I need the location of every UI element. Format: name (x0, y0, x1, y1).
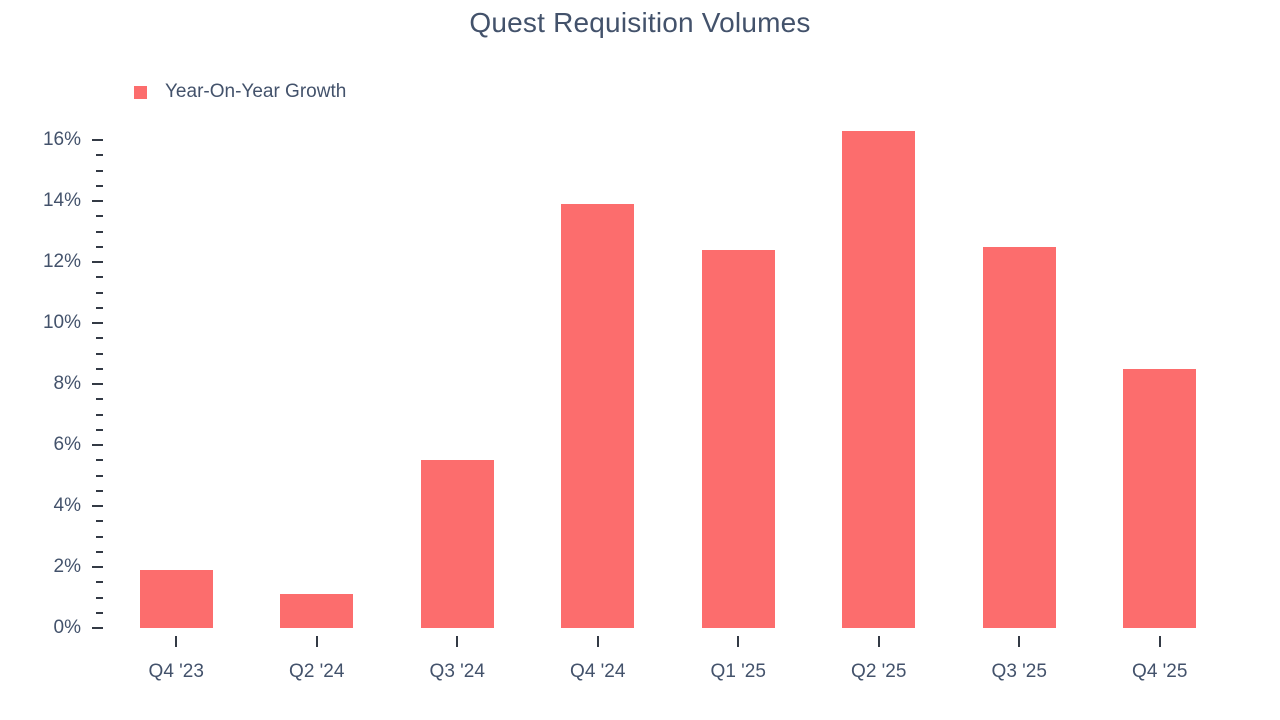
x-axis-label: Q4 '23 (148, 661, 204, 682)
legend-label: Year-On-Year Growth (165, 81, 347, 102)
bar-q4-24 (561, 204, 635, 628)
y-axis-label: 12% (42, 251, 81, 272)
y-axis-minor-tick (96, 337, 103, 340)
y-axis-label: 4% (53, 495, 81, 516)
y-axis-minor-tick (96, 215, 103, 218)
x-axis-tick (1158, 636, 1161, 647)
y-axis-label: 6% (53, 434, 81, 455)
y-axis-minor-tick (96, 581, 103, 584)
y-axis-minor-tick (96, 291, 103, 294)
chart-title: Quest Requisition Volumes (469, 7, 811, 38)
y-axis-major-tick (92, 566, 103, 568)
y-axis-minor-tick (96, 611, 103, 614)
y-axis-minor-tick (96, 459, 103, 462)
y-axis-minor-tick (96, 184, 103, 187)
y-axis-major-tick (92, 627, 103, 629)
y-axis-label: 10% (42, 312, 81, 333)
y-axis-minor-tick (96, 413, 103, 416)
y-axis-minor-tick (96, 398, 103, 401)
y-axis-label: 16% (42, 129, 81, 150)
y-axis-minor-tick (96, 489, 103, 492)
y-axis-minor-tick (96, 367, 103, 370)
x-axis-tick (315, 636, 318, 647)
y-axis-label: 8% (53, 373, 81, 394)
y-axis-major-tick (92, 383, 103, 385)
x-axis-label: Q1 '25 (710, 661, 766, 682)
x-axis-label: Q4 '24 (570, 661, 626, 682)
x-axis-label: Q3 '24 (429, 661, 485, 682)
legend: Year-On-Year Growth (134, 81, 346, 103)
y-axis-major-tick (92, 505, 103, 507)
y-axis-minor-tick (96, 276, 103, 279)
y-axis: 0% 2% 4% 6% 8% 10% 12% 14% 16% (0, 125, 106, 638)
x-axis-label: Q4 '25 (1132, 661, 1188, 682)
bar-q3-24 (420, 460, 494, 628)
y-axis-major-tick (92, 261, 103, 263)
y-axis-label: 14% (42, 190, 81, 211)
x-axis-label: Q2 '25 (851, 661, 907, 682)
bar-q3-25 (982, 246, 1056, 628)
y-axis-minor-tick (96, 306, 103, 309)
x-axis-tick (877, 636, 880, 647)
x-axis-label: Q2 '24 (289, 661, 345, 682)
y-axis-minor-tick (96, 550, 103, 553)
x-axis-tick (737, 636, 740, 647)
y-axis-minor-tick (96, 245, 103, 248)
bar-q1-25 (701, 249, 775, 628)
y-axis-minor-tick (96, 352, 103, 355)
y-axis-minor-tick (96, 230, 103, 233)
y-axis-major-tick (92, 139, 103, 141)
bar-q2-25 (842, 130, 916, 628)
y-axis-major-tick (92, 444, 103, 446)
bar-q4-23 (139, 570, 213, 628)
y-axis-minor-tick (96, 535, 103, 538)
legend-swatch-icon (134, 85, 147, 99)
x-axis-label: Q3 '25 (991, 661, 1047, 682)
y-axis-label: 2% (53, 556, 81, 577)
x-axis: Q4 '23 Q2 '24 Q3 '24 Q4 '24 Q1 '25 Q2 '25 Q3 '… (106, 628, 1230, 698)
y-axis-minor-tick (96, 520, 103, 523)
y-axis-minor-tick (96, 474, 103, 477)
y-axis-minor-tick (96, 596, 103, 599)
y-axis-major-tick (92, 322, 103, 324)
plot-area (106, 125, 1230, 628)
y-axis-major-tick (92, 200, 103, 202)
y-axis-minor-tick (96, 169, 103, 172)
x-axis-tick (456, 636, 459, 647)
bar-q2-24 (280, 594, 354, 628)
y-axis-minor-tick (96, 428, 103, 431)
x-axis-tick (175, 636, 178, 647)
bar-q4-25 (1123, 368, 1197, 628)
x-axis-tick (1018, 636, 1021, 647)
y-axis-minor-tick (96, 154, 103, 157)
x-axis-tick (596, 636, 599, 647)
y-axis-label: 0% (53, 617, 81, 638)
